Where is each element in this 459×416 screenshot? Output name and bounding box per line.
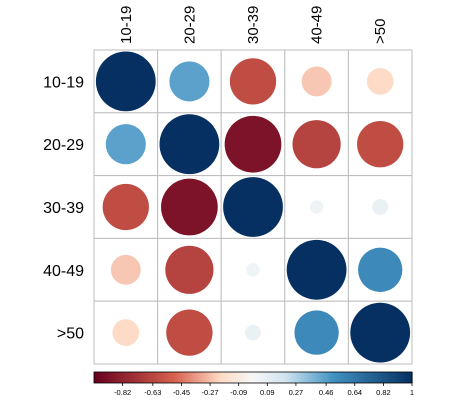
circle-4-1 [166, 309, 213, 356]
cell-2-3 [284, 175, 349, 239]
circle-2-1 [161, 178, 218, 236]
circle-3-0 [110, 254, 141, 285]
circle-0-0 [95, 51, 156, 112]
circle-3-4 [358, 247, 403, 292]
colorbar-tick-label: -0.63 [144, 388, 161, 397]
row-label: 40-49 [43, 263, 84, 280]
row-label: 10-19 [43, 74, 84, 91]
row-labels: 10-19 20-29 30-39 40-49 >50 [43, 74, 84, 342]
circle-3-1 [165, 245, 214, 294]
circle-2-4 [372, 199, 389, 215]
col-label: 40-49 [309, 6, 326, 44]
circle-3-2 [246, 263, 260, 277]
circle-4-4 [350, 302, 411, 363]
col-label: >50 [372, 19, 389, 44]
circle-1-2 [224, 115, 282, 173]
circle-2-3 [309, 200, 324, 214]
col-label: 20-29 [181, 6, 198, 44]
colorbar-tick-label: 1 [410, 388, 414, 397]
circle-1-3 [292, 120, 341, 169]
colorbar-tick-label: -0.27 [202, 388, 219, 397]
circle-4-2 [245, 324, 261, 341]
colorbar-tick-label: 0.82 [376, 388, 391, 397]
column-labels: 10-19 20-29 30-39 40-49 >50 [118, 6, 389, 44]
circle-1-0 [105, 124, 146, 165]
colorbar-tick-label: -0.45 [173, 388, 190, 397]
colorbar-tick-label: -0.09 [230, 388, 247, 397]
colorbar-tick-label: 0.64 [347, 388, 362, 397]
colorbar: -0.82 -0.63 -0.45 -0.27 -0.09 0.09 0.27 0.46 0.6… [93, 371, 414, 397]
col-label: 10-19 [118, 6, 135, 44]
circle-4-0 [112, 319, 140, 346]
circle-2-0 [102, 183, 149, 231]
circle-3-3 [286, 239, 347, 300]
circle-1-4 [357, 121, 404, 168]
circle-layer [95, 51, 411, 363]
col-label: 30-39 [245, 6, 262, 44]
circle-0-3 [301, 66, 332, 97]
row-label: >50 [57, 326, 84, 343]
colorbar-tick-label: -0.82 [114, 388, 131, 397]
circle-0-1 [169, 61, 210, 102]
row-label: 20-29 [43, 137, 84, 154]
colorbar-tick-label: 0.27 [289, 388, 304, 397]
colorbar-tick-label: 0.09 [260, 388, 275, 397]
row-label: 30-39 [43, 200, 84, 217]
circle-0-4 [366, 68, 394, 95]
circle-4-3 [294, 310, 339, 355]
circle-0-2 [229, 58, 277, 105]
circle-1-1 [159, 114, 220, 175]
colorbar-tick-label: 0.46 [319, 388, 334, 397]
colorbar-frame [93, 371, 413, 384]
circle-2-2 [223, 177, 283, 237]
